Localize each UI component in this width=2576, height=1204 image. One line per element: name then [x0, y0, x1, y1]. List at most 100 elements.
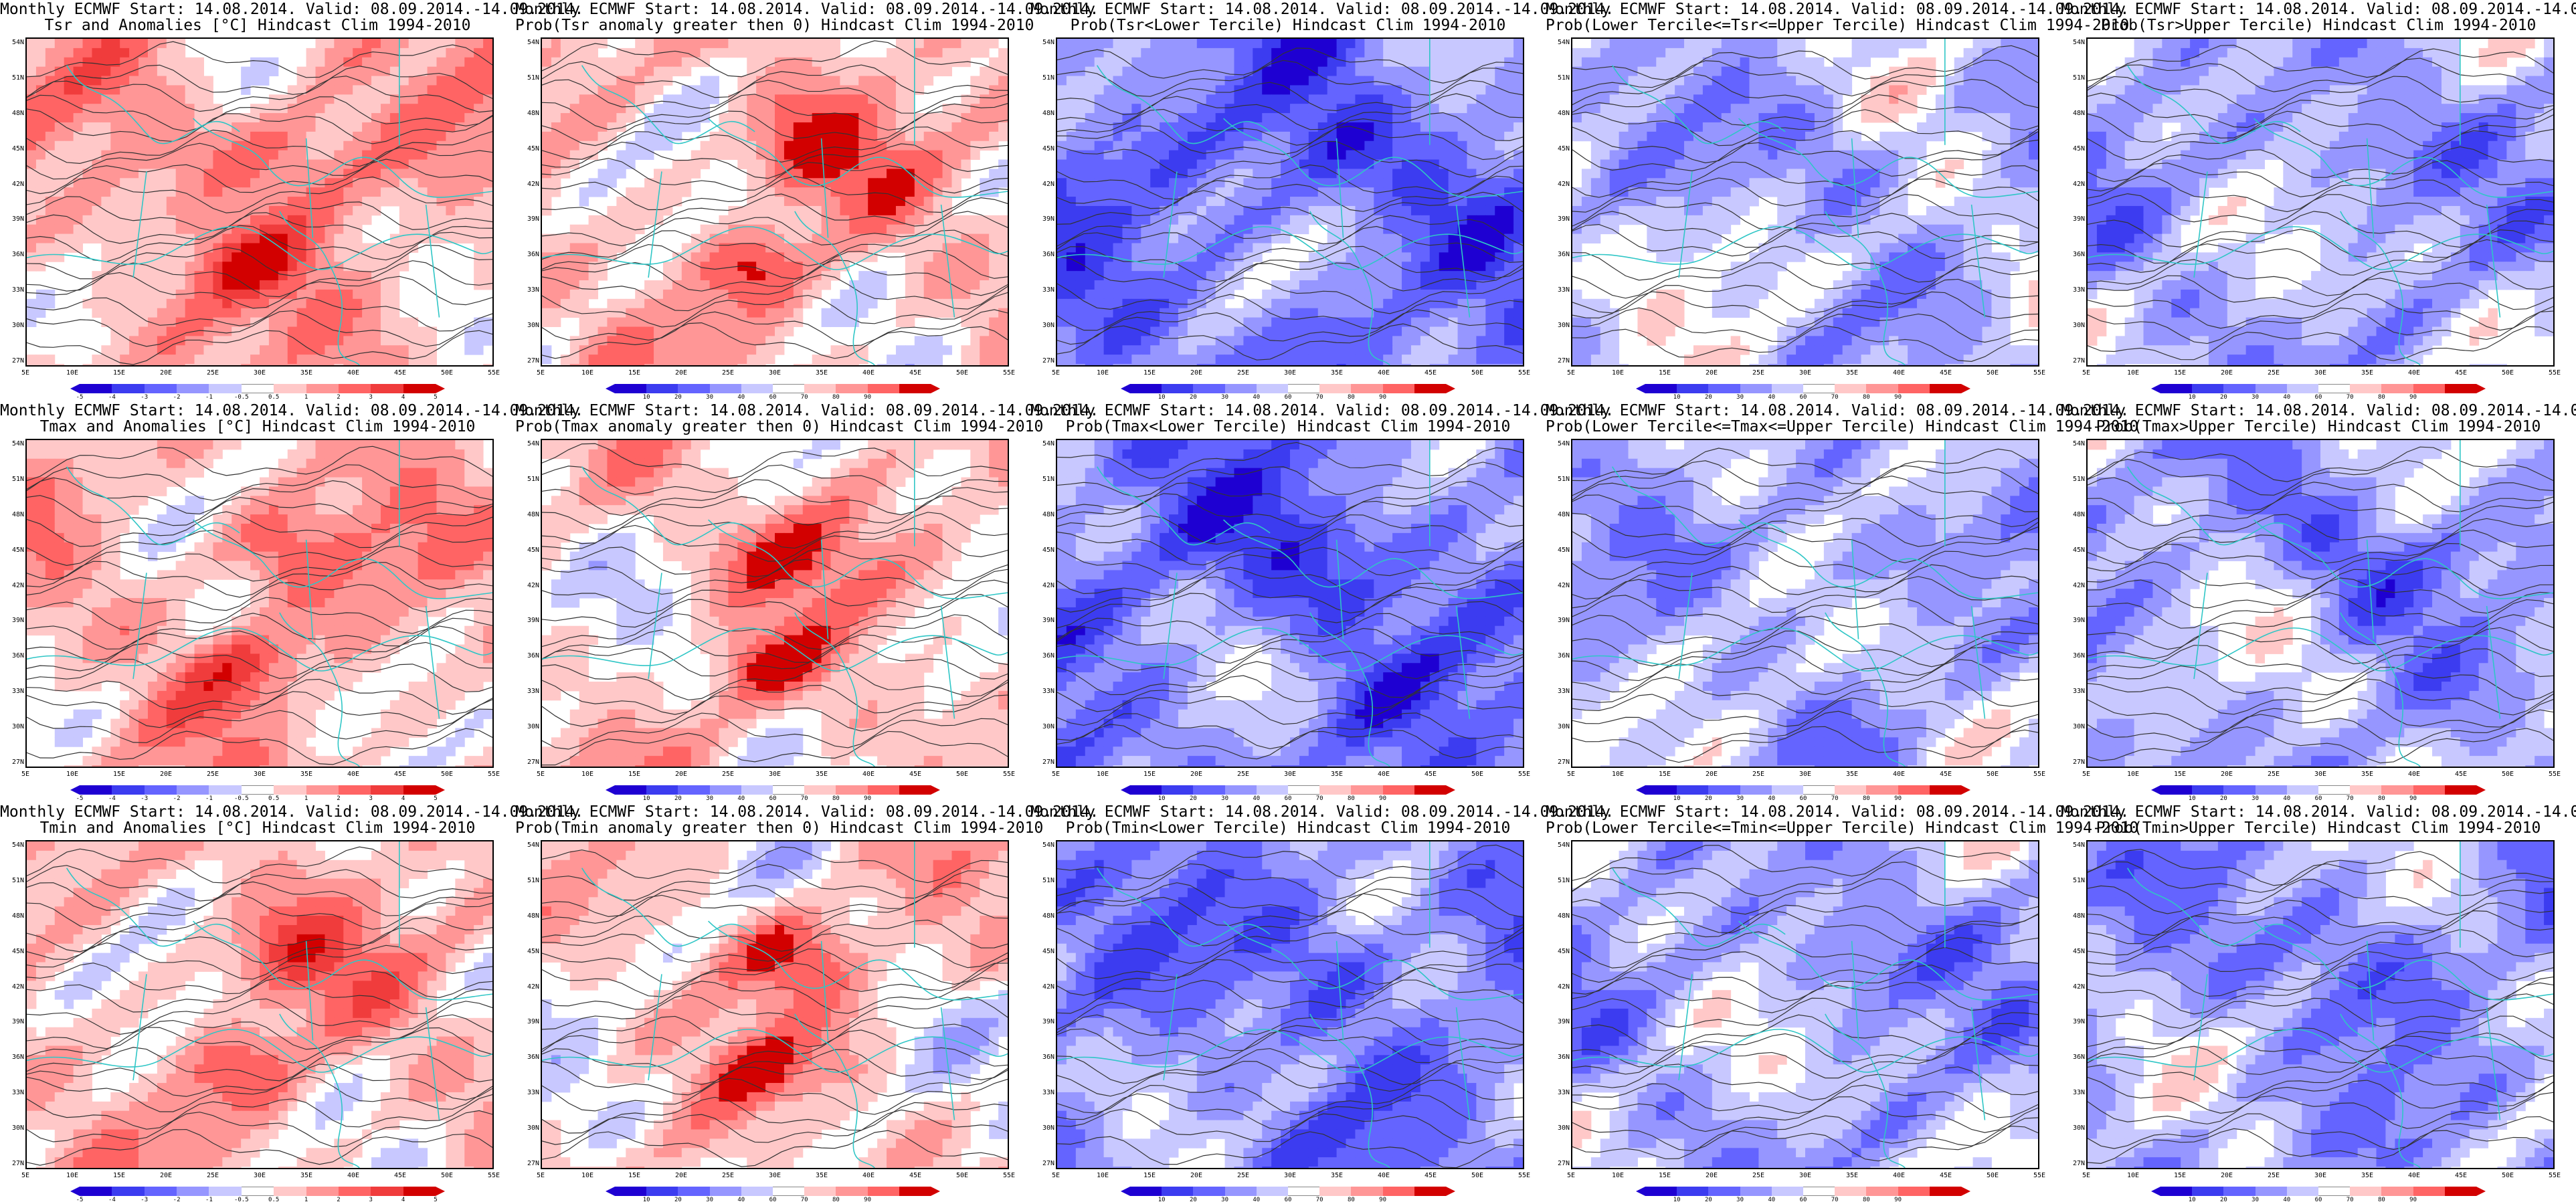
lon-label: 35E [1325, 771, 1349, 778]
contour-line [1057, 626, 1523, 664]
lat-label: 45N [1032, 948, 1054, 955]
lat-label: 51N [2062, 877, 2085, 884]
contour-line [2088, 514, 2553, 551]
colorbar-swatch [1288, 384, 1320, 393]
colorbar-label: -4 [102, 1197, 122, 1203]
contour-line [1057, 514, 1523, 550]
colorbar-swatch [2255, 1187, 2288, 1196]
lon-label: 30E [763, 771, 787, 778]
colorbar-swatch [1193, 785, 1226, 795]
coastline [1057, 1029, 1523, 1073]
lat-label: 54N [517, 841, 539, 849]
contour-line [2088, 92, 2553, 128]
colorbar-label: 40 [1762, 1197, 1782, 1203]
lat-label: 36N [517, 251, 539, 258]
lon-label: 10E [1606, 369, 1630, 377]
lon-label: 50E [1465, 1172, 1489, 1179]
colorbar-swatch [1771, 384, 1804, 393]
colorbar-swatch [1288, 785, 1320, 795]
colorbar-swatch [80, 785, 112, 795]
lon-label: 25E [1746, 771, 1770, 778]
lon-label: 5E [1044, 771, 1068, 778]
coastline [1163, 39, 1471, 318]
coastline [1057, 226, 1523, 270]
contour-line [27, 1064, 492, 1101]
lat-label: 48N [1, 912, 24, 920]
lon-label: 35E [2355, 1172, 2379, 1179]
contour-line [27, 893, 492, 930]
lon-label: 55E [997, 1172, 1021, 1179]
colorbar-swatch [773, 384, 805, 393]
lon-label: 50E [950, 771, 974, 778]
contour-line [27, 691, 492, 728]
contour-line [1057, 175, 1523, 212]
colorbar-label: -4 [102, 394, 122, 401]
lon-label: 25E [201, 1172, 225, 1179]
contour-line [1572, 630, 2038, 668]
colorbar-label: 40 [1247, 1197, 1267, 1203]
contour-line [27, 998, 492, 1035]
lat-label: 48N [1547, 511, 1570, 518]
colorbar-low-arrow [1121, 384, 1130, 393]
contour-line [542, 1078, 1008, 1115]
colorbar-label: 70 [794, 394, 814, 401]
colorbar-swatch [1162, 384, 1194, 393]
coastline [542, 1029, 1008, 1073]
contour-line [1572, 710, 2038, 748]
map-panel: Monthly ECMWF Start: 14.08.2014. Valid: … [1546, 803, 2138, 1204]
lon-label: 30E [1278, 369, 1302, 377]
lat-label: 36N [1547, 652, 1570, 660]
colorbar-low-arrow [2151, 1187, 2160, 1196]
lat-label: 33N [2062, 688, 2085, 695]
colorbar-high-arrow [1446, 1187, 1455, 1196]
contour-line [1572, 476, 2038, 512]
coastline [1611, 868, 1786, 947]
contour-line [27, 1027, 492, 1064]
colorbar-swatch [1414, 1187, 1447, 1196]
contour-line [542, 579, 1008, 615]
contour-line [542, 479, 1008, 516]
lat-label: 30N [1032, 1124, 1054, 1132]
lon-label: 10E [1091, 771, 1115, 778]
colorbar-swatch [1351, 785, 1384, 795]
lon-label: 25E [1231, 771, 1255, 778]
panel-title-line1: Monthly ECMWF Start: 14.08.2014. Valid: … [2061, 804, 2576, 821]
contour-line [1057, 593, 1523, 629]
panel-title-line1: Monthly ECMWF Start: 14.08.2014. Valid: … [1546, 804, 2129, 821]
map-canvas [542, 440, 1008, 767]
contour-line [2088, 123, 2553, 161]
contour-line [542, 1109, 1008, 1145]
contour-line [1572, 109, 2038, 146]
colorbar-low-arrow [606, 785, 615, 795]
colorbar-low-arrow [70, 785, 80, 795]
colorbar-label: -1 [199, 1197, 219, 1203]
contour-line [1572, 946, 2038, 983]
contour-line [2088, 110, 2553, 147]
lat-label: 27N [517, 357, 539, 365]
lon-label: 45E [1418, 1172, 1443, 1179]
lon-label: 20E [2215, 771, 2239, 778]
lat-label: 51N [1, 877, 24, 884]
contour-line [542, 1096, 1008, 1134]
lon-label: 20E [1699, 369, 1724, 377]
lat-label: 45N [517, 546, 539, 554]
colorbar-swatch [1382, 1187, 1415, 1196]
colorbar-label: 60 [1278, 394, 1298, 401]
coastline [1223, 118, 1523, 198]
lon-label: 5E [2074, 1172, 2098, 1179]
lon-label: 10E [60, 771, 84, 778]
lat-label: 33N [1032, 688, 1054, 695]
contour-line [2088, 977, 2553, 1015]
contour-line [27, 244, 492, 280]
colorbar-swatch [274, 785, 307, 795]
panel-title-line1: Monthly ECMWF Start: 14.08.2014. Valid: … [1030, 1, 1614, 18]
contour-line [542, 846, 1008, 884]
colorbar-swatch [2350, 785, 2382, 795]
colorbar-swatch [1319, 1187, 1352, 1196]
contour-line [2088, 614, 2553, 650]
coastline [1223, 519, 1523, 599]
colorbar-swatch [209, 1187, 242, 1196]
lat-label: 33N [517, 688, 539, 695]
contour-line [1057, 277, 1523, 314]
colorbar-swatch [804, 1187, 836, 1196]
